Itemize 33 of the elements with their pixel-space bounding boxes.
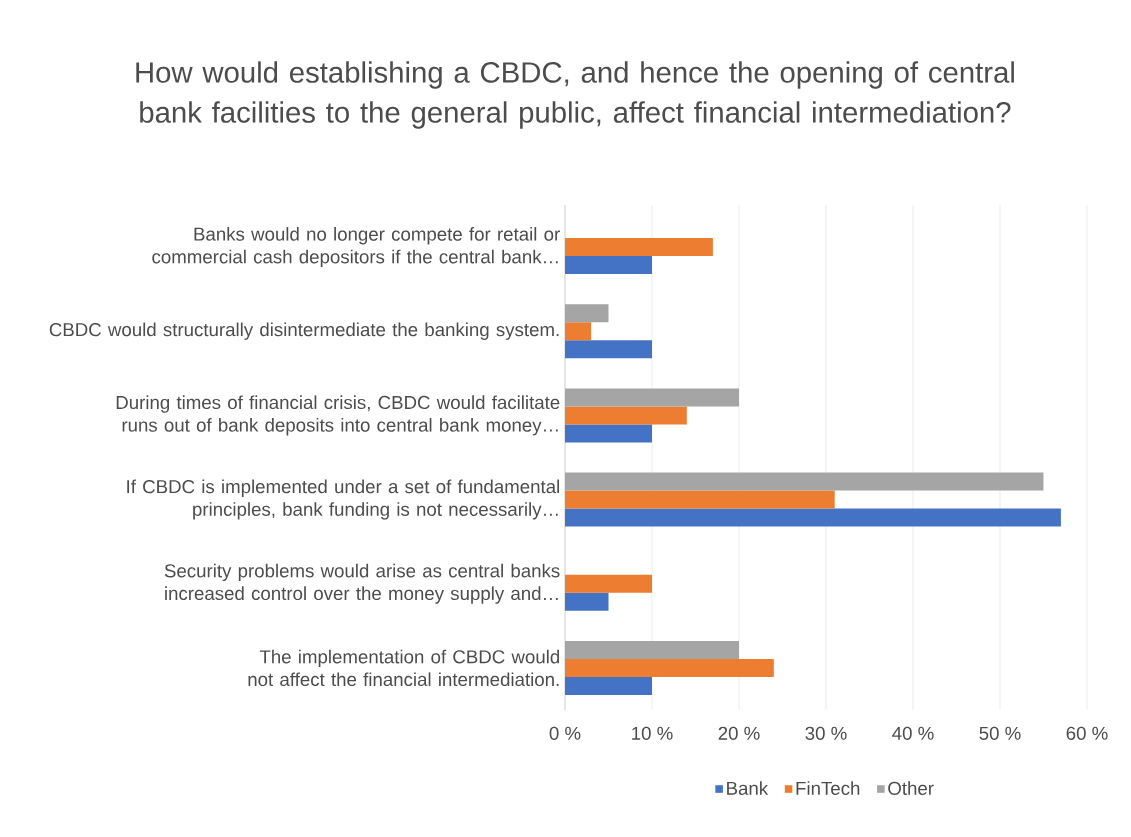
y-tick-label: The implementation of CBDC would not affect the financial intermediation. [248,649,560,687]
bar [565,388,739,407]
x-tick-label: 0 % [549,726,581,740]
x-tick-label: 40 % [892,726,934,740]
bar [565,508,1061,527]
bar [565,640,739,659]
bar [565,658,774,677]
bar [565,256,652,275]
bar [565,304,609,323]
bar [565,472,1044,491]
legend-label: Bank [727,781,769,795]
bar [565,322,592,341]
x-tick-label: 50 % [979,726,1021,740]
bar [565,424,652,443]
bar [565,238,713,257]
y-tick-label: Security problems would arise as central banks increased control over the money supply and… [164,563,560,604]
y-tick-label: During times of financial crisis, CBDC would facilitate runs out of bank deposits into central bank money… [116,395,560,436]
bar [565,592,609,611]
x-tick-label: 10 % [632,726,673,740]
bar [565,676,652,695]
y-tick-label: CBDC would structurally disintermediate the banking system. [49,322,559,340]
bar [565,574,652,593]
x-tick-label: 60 % [1066,726,1108,740]
y-tick-label: If CBDC is implemented under a set of fundamental principles, bank funding is not necessarily… [127,479,559,520]
bar [565,406,687,425]
legend-label: Other [888,781,934,795]
bar [565,340,652,359]
y-tick-label: Banks would no longer compete for retail or commercial cash depositors if the central bank… [152,227,560,268]
x-tick-label: 20 % [718,726,760,740]
chart-title: How would establishing a CBDC, and hence the opening of central bank facilities to the general public, affect financial intermediation? [136,61,1014,129]
x-tick-label: 30 % [805,726,847,740]
bar [565,490,835,509]
legend-label: FinTech [796,781,860,795]
